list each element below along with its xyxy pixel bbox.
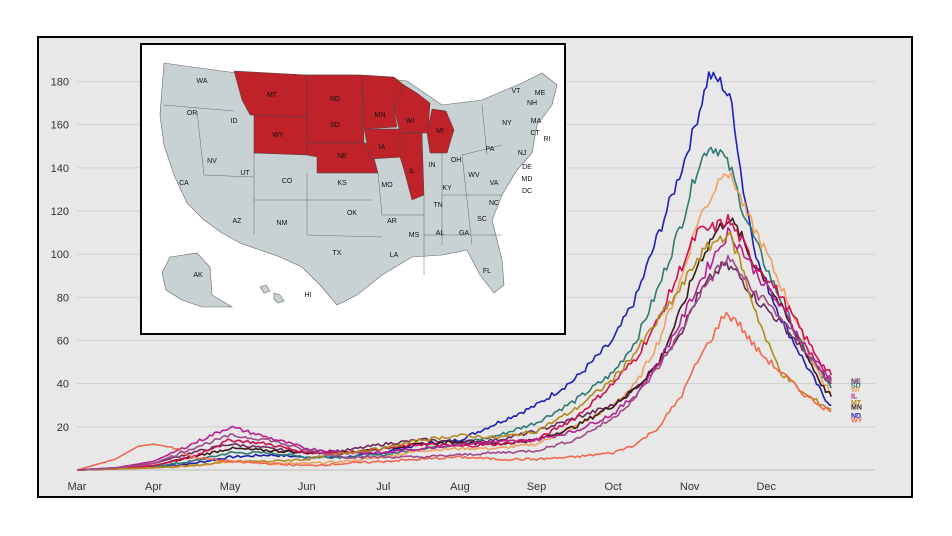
state-label-mi: MI	[436, 128, 444, 135]
x-tick-label: Sep	[527, 481, 547, 493]
highlight-dakotas	[306, 74, 365, 144]
y-tick-label: 180	[51, 77, 69, 89]
y-tick-label: 40	[57, 379, 69, 391]
state-label-al: AL	[436, 230, 445, 237]
state-label-ct: CT	[530, 130, 540, 137]
series-line-wy	[76, 311, 832, 471]
x-tick-label: Mar	[68, 481, 87, 493]
state-label-nv: NV	[207, 158, 217, 165]
series-line-nd	[76, 71, 832, 471]
y-tick-label: 100	[51, 249, 69, 261]
state-label-sd: SD	[330, 122, 340, 129]
state-label-in: IN	[429, 162, 436, 169]
state-label-ky: KY	[442, 185, 452, 192]
x-tick-label: Nov	[680, 481, 700, 493]
series-line-mi	[76, 254, 833, 471]
state-label-or: OR	[187, 110, 198, 117]
end-label: WY	[851, 417, 863, 424]
x-tick-label: Aug	[450, 481, 470, 493]
state-label-sc: SC	[477, 216, 487, 223]
state-label-ar: AR	[387, 218, 397, 225]
x-tick-label: Dec	[756, 481, 776, 493]
series-line-mn	[76, 217, 833, 471]
state-label-de: DE	[522, 164, 532, 171]
state-label-nc: NC	[489, 200, 499, 207]
highlight-illinois	[399, 132, 425, 201]
x-tick-label: May	[220, 481, 241, 493]
y-tick-label: 160	[51, 120, 69, 132]
x-tick-label: Apr	[145, 481, 162, 493]
state-label-ut: UT	[240, 170, 250, 177]
state-label-ms: MS	[409, 232, 420, 239]
end-label: MN	[851, 404, 862, 411]
state-label-ga: GA	[459, 230, 469, 237]
state-label-az: AZ	[233, 218, 243, 225]
state-labels: WA OR ID MT ND SD WY NE MN IA WI IL MI CA NV UT CO KS MO AZ…	[179, 78, 550, 299]
state-label-wa: WA	[196, 78, 207, 85]
state-label-mt: MT	[267, 92, 278, 99]
state-label-nj: NJ	[518, 150, 527, 157]
state-label-ny: NY	[502, 120, 512, 127]
state-label-va: VA	[490, 180, 499, 187]
y-tick-label: 120	[51, 206, 69, 218]
state-label-nh: NH	[527, 100, 537, 107]
state-borders	[163, 104, 503, 275]
end-label: NE	[851, 379, 861, 386]
state-label-wv: WV	[468, 172, 480, 179]
state-label-fl: FL	[483, 268, 491, 275]
state-label-id: ID	[231, 118, 238, 125]
us-map: WA OR ID MT ND SD WY NE MN IA WI IL MI CA NV UT CO KS MO AZ…	[159, 62, 558, 308]
state-label-nm: NM	[277, 220, 288, 227]
state-label-ne: NE	[337, 153, 347, 160]
state-label-tx: TX	[333, 250, 342, 257]
state-label-tn: TN	[433, 202, 442, 209]
state-label-la: LA	[390, 252, 399, 259]
alaska	[161, 252, 234, 308]
state-label-vt: VT	[512, 88, 522, 95]
state-label-pa: PA	[486, 146, 495, 153]
state-label-ri: RI	[544, 136, 551, 143]
state-label-mn: MN	[375, 112, 386, 119]
end-label: ND	[851, 413, 861, 420]
state-label-me: ME	[535, 90, 546, 97]
series-line-il	[76, 226, 833, 471]
state-label-mo: MO	[381, 182, 393, 189]
y-tick-label: 20	[57, 422, 69, 434]
end-label: MT	[851, 400, 862, 407]
state-label-wi: WI	[406, 118, 415, 125]
state-label-wy: WY	[272, 132, 284, 139]
us-map-inset: WA OR ID MT ND SD WY NE MN IA WI IL MI CA NV UT CO KS MO AZ…	[140, 43, 566, 335]
state-label-ak: AK	[193, 272, 203, 279]
state-label-ok: OK	[347, 210, 357, 217]
state-label-dc: DC	[522, 188, 532, 195]
state-label-ma: MA	[531, 118, 542, 125]
state-label-oh: OH	[451, 157, 462, 164]
end-label: IL	[851, 394, 858, 401]
highlight-michigan	[426, 108, 455, 154]
y-tick-label: 60	[57, 336, 69, 348]
series-line-mt	[76, 231, 832, 471]
hawaii	[259, 284, 285, 304]
y-tick-label: 80	[57, 292, 69, 304]
end-label: WI	[851, 387, 860, 394]
state-label-co: CO	[282, 178, 293, 185]
end-label: SD	[851, 383, 861, 390]
state-label-nd: ND	[330, 96, 340, 103]
state-label-ks: KS	[337, 180, 347, 187]
state-label-md: MD	[522, 176, 533, 183]
x-tick-label: Jun	[298, 481, 316, 493]
state-label-il: IL	[409, 168, 415, 175]
state-label-ca: CA	[179, 180, 189, 187]
state-label-ia: IA	[379, 144, 386, 151]
state-label-hi: HI	[305, 292, 312, 299]
y-tick-label: 140	[51, 163, 69, 175]
x-tick-label: Jul	[376, 481, 390, 493]
x-tick-label: Oct	[605, 481, 622, 493]
